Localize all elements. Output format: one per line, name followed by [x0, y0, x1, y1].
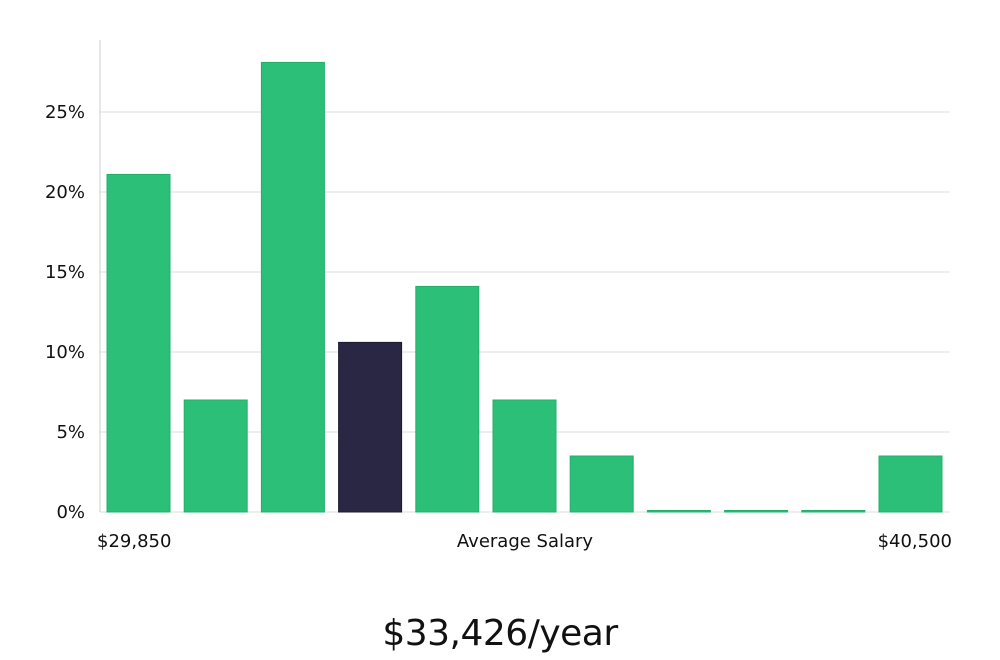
bars — [106, 61, 943, 513]
x-max-label: $40,500 — [878, 531, 952, 552]
bar — [801, 510, 866, 513]
salary-distribution-chart: 0%5%10%15%20%25% $29,850 Average Salary … — [45, 40, 952, 552]
average-salary-value: $33,426/year — [382, 613, 618, 654]
bar-highlighted — [338, 341, 403, 513]
y-tick-label: 10% — [45, 342, 85, 363]
x-min-label: $29,850 — [97, 531, 171, 552]
bar — [106, 173, 171, 513]
bar — [492, 399, 557, 513]
bar — [569, 455, 634, 513]
y-tick-label: 25% — [45, 102, 85, 123]
bar — [724, 510, 789, 513]
bar — [646, 510, 711, 513]
y-tick-label: 5% — [56, 422, 85, 443]
bar — [260, 61, 325, 513]
x-axis-title: Average Salary — [457, 531, 594, 552]
y-tick-labels: 0% 5% 10% 15% 20% 25% — [45, 102, 85, 523]
y-tick-label: 0% — [56, 502, 85, 523]
bar — [415, 285, 480, 513]
y-tick-label: 20% — [45, 182, 85, 203]
y-tick-label: 15% — [45, 262, 85, 283]
bar — [183, 399, 248, 513]
bar — [878, 455, 943, 513]
